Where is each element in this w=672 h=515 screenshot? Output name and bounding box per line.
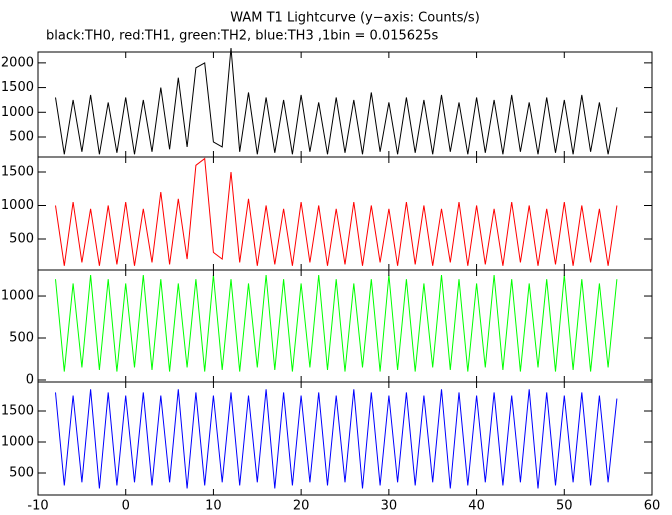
x-tick-label: 0 xyxy=(122,499,130,514)
y-tick-label: 1000 xyxy=(1,289,34,304)
lightcurve xyxy=(55,274,618,372)
y-tick-label: 1500 xyxy=(1,80,34,95)
lightcurve xyxy=(55,389,618,489)
panel-frame xyxy=(37,381,653,496)
y-tick-label: 1000 xyxy=(1,105,34,120)
panel-frame xyxy=(37,51,653,158)
y-tick-label: 500 xyxy=(9,129,34,144)
y-tick-label: 2000 xyxy=(1,55,34,70)
x-tick-label: -10 xyxy=(27,499,48,514)
x-tick-label: 60 xyxy=(644,499,661,514)
y-tick-label: 500 xyxy=(9,231,34,246)
y-tick-label: 0 xyxy=(26,372,34,387)
x-tick-label: 30 xyxy=(381,499,398,514)
chart-subtitle: black:TH0, red:TH1, green:TH2, blue:TH3 … xyxy=(46,29,439,44)
x-tick-label: 10 xyxy=(205,499,222,514)
y-tick-label: 1000 xyxy=(1,198,34,213)
panel-frame xyxy=(37,156,653,271)
lightcurve xyxy=(55,47,618,155)
y-tick-label: 500 xyxy=(9,465,34,480)
y-tick-label: 1500 xyxy=(1,404,34,419)
x-tick-label: 20 xyxy=(293,499,310,514)
y-tick-label: 1500 xyxy=(1,165,34,180)
chart-title: WAM T1 Lightcurve (y−axis: Counts/s) xyxy=(230,11,480,26)
y-tick-label: 1000 xyxy=(1,435,34,450)
x-tick-label: 40 xyxy=(468,499,485,514)
y-tick-label: 500 xyxy=(9,331,34,346)
x-tick-label: 50 xyxy=(556,499,573,514)
lightcurve xyxy=(55,157,618,266)
